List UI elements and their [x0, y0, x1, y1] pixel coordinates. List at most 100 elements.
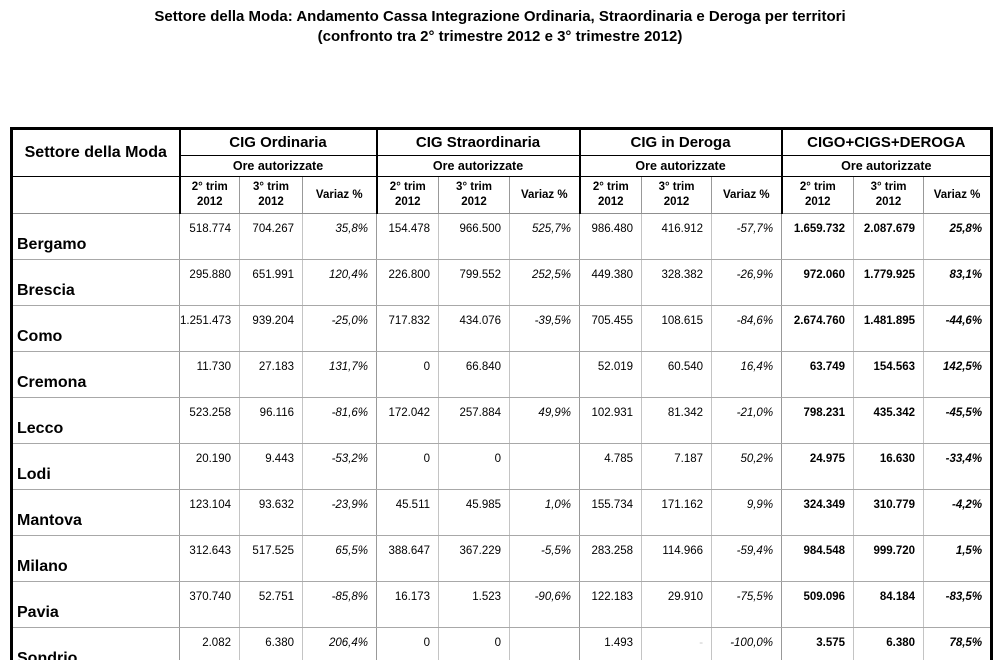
authorized-hours-cell: 11.730 — [179, 351, 240, 398]
col-header-3trim: 3° trim 2012 — [641, 176, 712, 214]
table-row: Milano 312.643 517.525 65,5% 388.647 367.229-… — [11, 535, 992, 582]
authorized-hours-cell: 1.493 — [579, 627, 642, 660]
variation-percent-cell: 65,5% — [301, 535, 377, 582]
variation-percent-cell: 50,2% — [711, 443, 782, 490]
authorized-hours-cell: 1.481.895 — [853, 305, 924, 352]
authorized-hours-cell: 283.258 — [579, 535, 642, 582]
authorized-hours-cell: 986.480 — [579, 213, 642, 260]
authorized-hours-cell: 1.523 — [438, 581, 510, 628]
variation-percent-cell: -90,6% — [509, 581, 580, 628]
variation-percent-cell: -75,5% — [711, 581, 782, 628]
authorized-hours-cell: 9.443 — [239, 443, 303, 490]
variation-percent-cell: -21,0% — [711, 397, 782, 444]
authorized-hours-cell: 45.985 — [438, 489, 510, 536]
group-header-cig-ordinaria: CIG Ordinaria — [178, 128, 377, 156]
authorized-hours-cell: 63.749 — [781, 351, 854, 398]
authorized-hours-cell: 312.643 — [179, 535, 240, 582]
col-header-2trim: 2° trim 2012 — [780, 176, 854, 214]
variation-percent-cell — [509, 627, 580, 660]
authorized-hours-cell: 367.229 — [438, 535, 510, 582]
territory-label: Brescia — [11, 259, 180, 306]
col-header-2trim: 2° trim 2012 — [375, 176, 439, 214]
subheader-ore-autorizzate: Ore autorizzate — [178, 155, 377, 177]
authorized-hours-cell: 449.380 — [579, 259, 642, 306]
variation-percent-cell: 142,5% — [923, 351, 992, 398]
authorized-hours-cell: 310.779 — [853, 489, 924, 536]
authorized-hours-cell: 370.740 — [179, 581, 240, 628]
variation-percent-cell: -26,9% — [711, 259, 782, 306]
col-header-variaz: Variaz % — [301, 176, 377, 214]
authorized-hours-cell: 717.832 — [376, 305, 439, 352]
col-header-3trim: 3° trim 2012 — [438, 176, 510, 214]
corner-header: Settore della Moda — [11, 128, 181, 177]
col-header-3trim: 3° trim 2012 — [853, 176, 924, 214]
authorized-hours-cell: 171.162 — [641, 489, 712, 536]
subheader-ore-autorizzate: Ore autorizzate — [375, 155, 580, 177]
variation-percent-cell: 25,8% — [923, 213, 992, 260]
variation-percent-cell: 131,7% — [301, 351, 377, 398]
authorized-hours-cell: 96.116 — [239, 397, 303, 444]
authorized-hours-cell: 155.734 — [579, 489, 642, 536]
variation-percent-cell: 35,8% — [301, 213, 377, 260]
authorized-hours-cell: 93.632 — [239, 489, 303, 536]
variation-percent-cell: 525,7% — [509, 213, 580, 260]
group-header-cig-straordinaria: CIG Straordinaria — [375, 128, 580, 156]
variation-percent-cell: 16,4% — [711, 351, 782, 398]
authorized-hours-cell: 2.087.679 — [853, 213, 924, 260]
authorized-hours-cell: 16.173 — [376, 581, 439, 628]
territory-label: Como — [11, 305, 180, 352]
authorized-hours-cell: 798.231 — [781, 397, 854, 444]
table-row: Pavia 370.740 52.751 -85,8% 16.173 1.523 -90,6… — [11, 581, 992, 628]
table-row: Como 1.251.473 939.204 -25,0% 717.832 434.076… — [11, 305, 992, 352]
authorized-hours-cell: 704.267 — [239, 213, 303, 260]
authorized-hours-cell: 114.966 — [641, 535, 712, 582]
header-row-subtitle: Ore autorizzate Ore autorizzate Ore auto… — [12, 155, 992, 177]
col-header-variaz: Variaz % — [509, 176, 580, 214]
authorized-hours-cell: 2.082 — [179, 627, 240, 660]
authorized-hours-cell: 84.184 — [853, 581, 924, 628]
authorized-hours-cell: 81.342 — [641, 397, 712, 444]
subheader-ore-autorizzate: Ore autorizzate — [578, 155, 782, 177]
variation-percent-cell: 78,5% — [923, 627, 992, 660]
report-title: Settore della Moda: Andamento Cassa Inte… — [0, 0, 1000, 48]
variation-percent-cell: -39,5% — [509, 305, 580, 352]
table-row: Lecco 523.258 96.116 -81,6% 172.042 257.884 49… — [11, 397, 992, 444]
variation-percent-cell: -53,2% — [301, 443, 377, 490]
authorized-hours-cell: 16.630 — [853, 443, 924, 490]
authorized-hours-cell: 20.190 — [179, 443, 240, 490]
authorized-hours-cell: 0 — [438, 627, 510, 660]
authorized-hours-cell: 324.349 — [781, 489, 854, 536]
authorized-hours-cell: 435.342 — [853, 397, 924, 444]
variation-percent-cell: 49,9% — [509, 397, 580, 444]
authorized-hours-cell: 509.096 — [781, 581, 854, 628]
header-row-columns: 2° trim 2012 3° trim 2012 Variaz % 2° tr… — [11, 176, 992, 214]
variation-percent-cell: 83,1% — [923, 259, 992, 306]
authorized-hours-cell: 7.187 — [641, 443, 712, 490]
authorized-hours-cell: 523.258 — [179, 397, 240, 444]
authorized-hours-cell: 295.880 — [179, 259, 240, 306]
authorized-hours-cell: 999.720 — [853, 535, 924, 582]
col-header-variaz: Variaz % — [711, 176, 782, 214]
variation-percent-cell: -81,6% — [301, 397, 377, 444]
territory-label: Cremona — [11, 351, 180, 398]
variation-percent-cell: -59,4% — [711, 535, 782, 582]
variation-percent-cell: -33,4% — [923, 443, 992, 490]
variation-percent-cell — [509, 443, 580, 490]
authorized-hours-cell: 226.800 — [376, 259, 439, 306]
variation-percent-cell — [509, 351, 580, 398]
header-row-groups: Settore della Moda CIG Ordinaria CIG Str… — [11, 128, 992, 177]
table-row: Cremona 11.730 27.183 131,7% 0 66.840 52.019 60… — [11, 351, 992, 398]
authorized-hours-cell: 517.525 — [239, 535, 303, 582]
authorized-hours-cell: 518.774 — [179, 213, 240, 260]
variation-percent-cell: -85,8% — [301, 581, 377, 628]
group-header-cig-deroga: CIG in Deroga — [578, 128, 782, 156]
table-row: Mantova 123.104 93.632 -23,9% 45.511 45.985 1,… — [11, 489, 992, 536]
variation-percent-cell: 252,5% — [509, 259, 580, 306]
variation-percent-cell: -45,5% — [923, 397, 992, 444]
authorized-hours-cell: 984.548 — [781, 535, 854, 582]
authorized-hours-cell: 0 — [376, 351, 439, 398]
authorized-hours-cell: 0 — [376, 627, 439, 660]
authorized-hours-cell: 45.511 — [376, 489, 439, 536]
authorized-hours-cell: 0 — [438, 443, 510, 490]
